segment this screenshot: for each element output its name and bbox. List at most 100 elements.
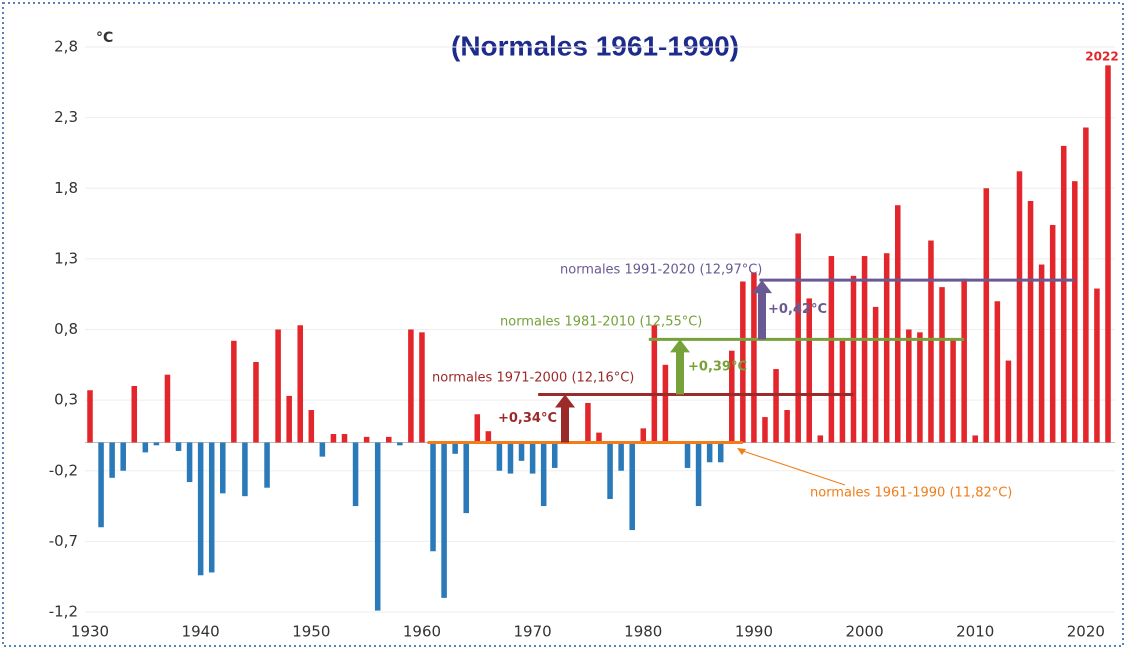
bar: [120, 442, 126, 471]
bar: [806, 298, 813, 443]
bar: [308, 410, 315, 443]
x-tick-label: 2000: [845, 623, 883, 641]
bar: [175, 442, 182, 451]
bar: [551, 442, 558, 468]
bar: [618, 442, 624, 471]
bar: [109, 442, 115, 478]
bar: [607, 442, 613, 499]
bar: [917, 332, 923, 443]
y-tick-label: 0,8: [54, 320, 78, 338]
bar: [706, 442, 713, 463]
bar: [330, 434, 337, 443]
bar: [496, 442, 503, 471]
bar: [452, 442, 458, 454]
bar: [640, 428, 647, 443]
delta-arrow-head: [555, 394, 575, 408]
x-tick-label: 1940: [182, 623, 220, 641]
bar: [629, 442, 635, 531]
bar: [319, 442, 326, 457]
y-tick-label: -1,2: [49, 603, 78, 621]
delta-arrow-head: [670, 339, 690, 353]
bar: [585, 402, 591, 443]
bar: [1016, 171, 1023, 443]
bar: [397, 442, 403, 446]
bar: [341, 434, 348, 443]
bar: [463, 442, 469, 514]
bar: [430, 442, 436, 552]
bar: [1094, 288, 1100, 443]
bar: [186, 442, 193, 483]
bar: [1049, 224, 1056, 443]
x-tick-label: 1930: [71, 623, 109, 641]
bar: [153, 442, 160, 446]
bar: [950, 339, 956, 443]
bar: [98, 442, 104, 528]
bar: [1072, 181, 1078, 443]
bar: [839, 340, 846, 443]
bar: [419, 332, 425, 443]
x-tick-label: 1970: [514, 623, 552, 641]
bar: [363, 436, 370, 443]
delta-arrow: [676, 351, 684, 395]
bar: [762, 417, 768, 443]
x-tick-label: 2010: [956, 623, 994, 641]
bar: [773, 369, 779, 443]
bar: [1027, 200, 1034, 443]
bar: [928, 240, 934, 443]
delta-label: +0,42°C: [768, 302, 827, 317]
bar: [1060, 145, 1067, 443]
y-tick-label: 1,3: [54, 249, 78, 267]
bar: [253, 361, 259, 443]
bar: [231, 340, 237, 443]
bar: [828, 256, 835, 443]
normal-label: normales 1971-2000 (12,16°C): [432, 371, 634, 386]
x-tick-label: 1960: [403, 623, 441, 641]
bar: [297, 325, 304, 443]
bar: [142, 442, 149, 453]
bar: [286, 395, 292, 443]
bar: [695, 442, 702, 507]
x-tick-label: 2020: [1067, 623, 1105, 641]
y-tick-label: 2,3: [54, 108, 78, 126]
delta-label: +0,34°C: [498, 411, 557, 426]
bar: [1038, 264, 1045, 443]
y-tick-label: -0,7: [49, 532, 78, 550]
bar: [883, 253, 890, 443]
pointer-head: [737, 448, 746, 455]
bar: [1105, 65, 1111, 443]
bar: [751, 273, 757, 443]
bar: [264, 442, 270, 488]
bar: [87, 390, 93, 443]
bar: [684, 442, 691, 468]
pointer: [739, 449, 846, 486]
bar: [352, 442, 359, 507]
normal-label: normales 1981-2010 (12,55°C): [500, 315, 702, 330]
x-tick-label: 1950: [292, 623, 330, 641]
bar: [518, 442, 525, 461]
chart-title: (Normales 1961-1990): [451, 30, 739, 61]
bar: [529, 442, 536, 474]
bar: [474, 414, 481, 443]
bar: [939, 287, 945, 443]
delta-arrow-head: [752, 280, 772, 294]
bar: [385, 436, 392, 443]
bar: [1005, 360, 1012, 443]
bar: [651, 325, 658, 443]
y-unit: °C: [96, 30, 113, 46]
bar: [784, 410, 790, 443]
delta-label: +0,39°C: [688, 359, 747, 374]
delta-arrow: [758, 292, 766, 340]
last-year-label: 2022: [1085, 50, 1118, 64]
bar: [717, 442, 724, 463]
bar: [850, 275, 857, 443]
y-tick-label: 0,3: [54, 391, 78, 409]
bar: [983, 188, 990, 443]
bar: [894, 205, 901, 443]
bar: [817, 435, 824, 443]
bar: [441, 442, 447, 598]
delta-arrow: [561, 406, 569, 443]
bar: [507, 442, 514, 474]
bar: [596, 432, 602, 443]
